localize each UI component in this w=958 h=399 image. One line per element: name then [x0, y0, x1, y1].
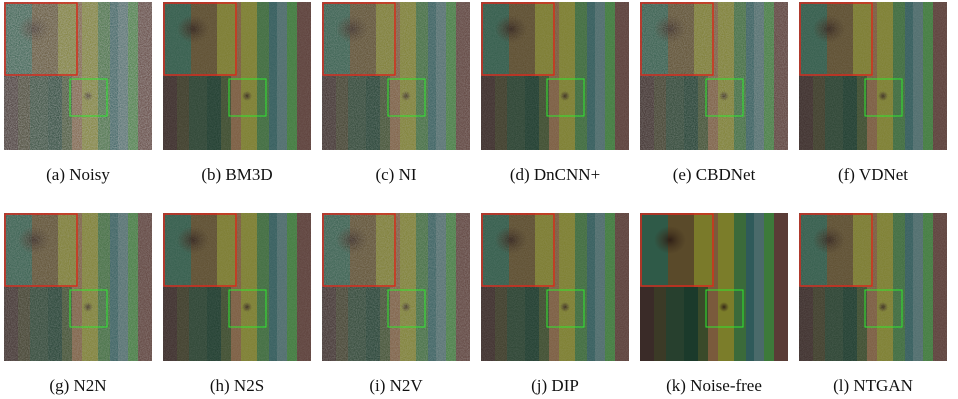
roi-box [705, 289, 744, 328]
figure-caption: (h) N2S [209, 376, 265, 395]
zoom-inset-frame [4, 213, 78, 287]
figure-caption: (k) Noise-free [666, 376, 762, 395]
figure-caption: (e) CBDNet [672, 165, 756, 184]
roi-box [864, 78, 903, 117]
roi-box [228, 289, 267, 328]
roi-box [387, 78, 426, 117]
roi-box [546, 289, 585, 328]
figure-caption: (a) Noisy [46, 165, 110, 184]
figure-image [4, 213, 152, 361]
zoom-inset-frame [640, 213, 714, 287]
figure-image [322, 2, 470, 150]
denoised-image [481, 2, 629, 150]
zoom-inset-frame [640, 2, 714, 76]
zoom-inset-frame [799, 213, 873, 287]
figure-image [4, 2, 152, 150]
figure-caption: (j) DIP [531, 376, 579, 395]
figure-image [481, 2, 629, 150]
figure-image [799, 2, 947, 150]
figure-caption: (i) N2V [369, 376, 423, 395]
figure-caption: (l) NTGAN [833, 376, 913, 395]
figure-image [481, 213, 629, 361]
figure-image [799, 213, 947, 361]
denoised-image [322, 2, 470, 150]
roi-box [546, 78, 585, 117]
figure-caption: (f) VDNet [837, 165, 909, 184]
figure-caption: (b) BM3D [201, 165, 273, 184]
figure-caption: (g) N2N [49, 376, 107, 395]
figure-image [640, 2, 788, 150]
denoised-image [799, 2, 947, 150]
roi-box [387, 289, 426, 328]
roi-box [864, 289, 903, 328]
roi-box [69, 289, 108, 328]
denoised-image [163, 213, 311, 361]
figure-image [163, 2, 311, 150]
denoised-image [322, 213, 470, 361]
denoised-image [4, 2, 152, 150]
figure-image [163, 213, 311, 361]
denoised-image [4, 213, 152, 361]
zoom-inset-frame [4, 2, 78, 76]
denoised-image [481, 213, 629, 361]
roi-box [228, 78, 267, 117]
denoised-image [640, 2, 788, 150]
figure-caption: (d) DnCNN+ [509, 165, 601, 184]
roi-box [69, 78, 108, 117]
denoised-image [799, 213, 947, 361]
zoom-inset-frame [322, 213, 396, 287]
denoised-image [163, 2, 311, 150]
zoom-inset-frame [481, 2, 555, 76]
figure-image [322, 213, 470, 361]
zoom-inset-frame [322, 2, 396, 76]
zoom-inset-frame [163, 2, 237, 76]
roi-box [705, 78, 744, 117]
zoom-inset-frame [799, 2, 873, 76]
zoom-inset-frame [163, 213, 237, 287]
denoised-image [640, 213, 788, 361]
figure-image [640, 213, 788, 361]
zoom-inset-frame [481, 213, 555, 287]
figure-caption: (c) NI [375, 165, 417, 184]
